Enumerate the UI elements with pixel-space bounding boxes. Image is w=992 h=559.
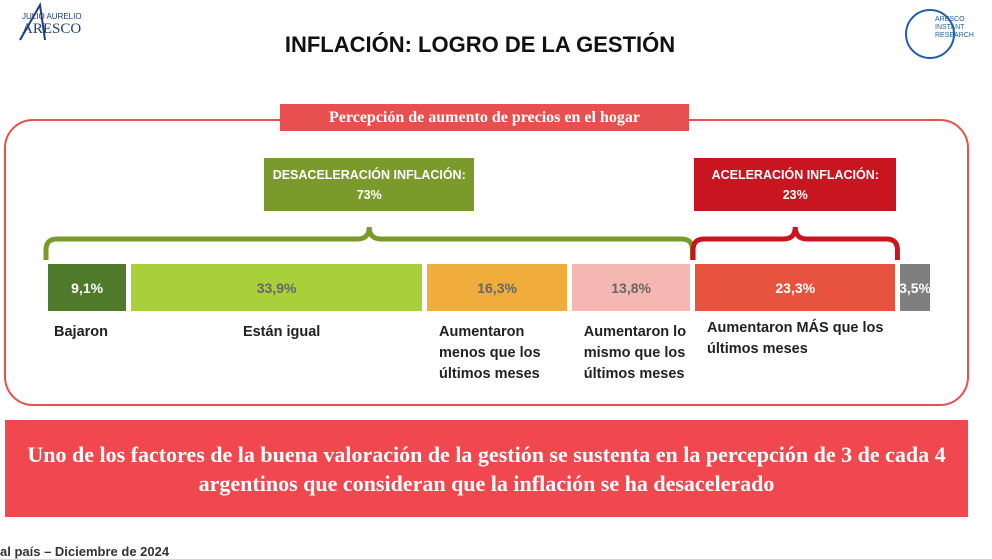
footer: al país – Diciembre de 2024 xyxy=(0,544,170,559)
category-label: Aumentaron menos que los últimos meses xyxy=(439,324,541,382)
logo-circle xyxy=(905,9,955,59)
bar-segment: 13,8% xyxy=(571,264,691,311)
group-bracket xyxy=(43,226,695,260)
group-bracket xyxy=(690,226,900,260)
category-label: Aumentaron MÁS que los últimos meses xyxy=(707,320,884,357)
logo-left-small: JULIO AURELIO xyxy=(22,12,82,21)
logo-right: ARESCO INSTANT RESEARCH xyxy=(935,16,974,39)
group-value: 73% xyxy=(356,187,382,202)
category-label: Aumentaron lo mismo que los últimos mese… xyxy=(583,324,687,382)
title: INFLACIÓN: LOGRO DE LA GESTIÓN xyxy=(284,32,676,57)
group-label: ACELERACIÓN INFLACIÓN: xyxy=(711,167,879,182)
chart-title: Percepción de aumento de precios en el h… xyxy=(280,104,689,131)
bar-segment: 3,5% xyxy=(899,264,931,311)
group-value: 23% xyxy=(782,187,808,202)
logo-left: ARESCO xyxy=(22,21,82,37)
bar-segment: 33,9% xyxy=(130,264,423,311)
category-label: Están igual xyxy=(242,324,321,340)
bar-segment: 23,3% xyxy=(695,264,896,311)
group-box: ACELERACIÓN INFLACIÓN: 23% xyxy=(694,158,897,211)
logo-mark xyxy=(19,1,46,41)
bar-segment: 9,1% xyxy=(48,264,127,311)
group-box: DESACELERACIÓN INFLACIÓN: 73% xyxy=(264,158,475,211)
banner: Uno de los factores de la buena valoraci… xyxy=(5,420,968,517)
bar-segment: 16,3% xyxy=(427,264,568,311)
category-label: Bajaron xyxy=(54,324,108,340)
group-label: DESACELERACIÓN INFLACIÓN: xyxy=(272,167,466,182)
